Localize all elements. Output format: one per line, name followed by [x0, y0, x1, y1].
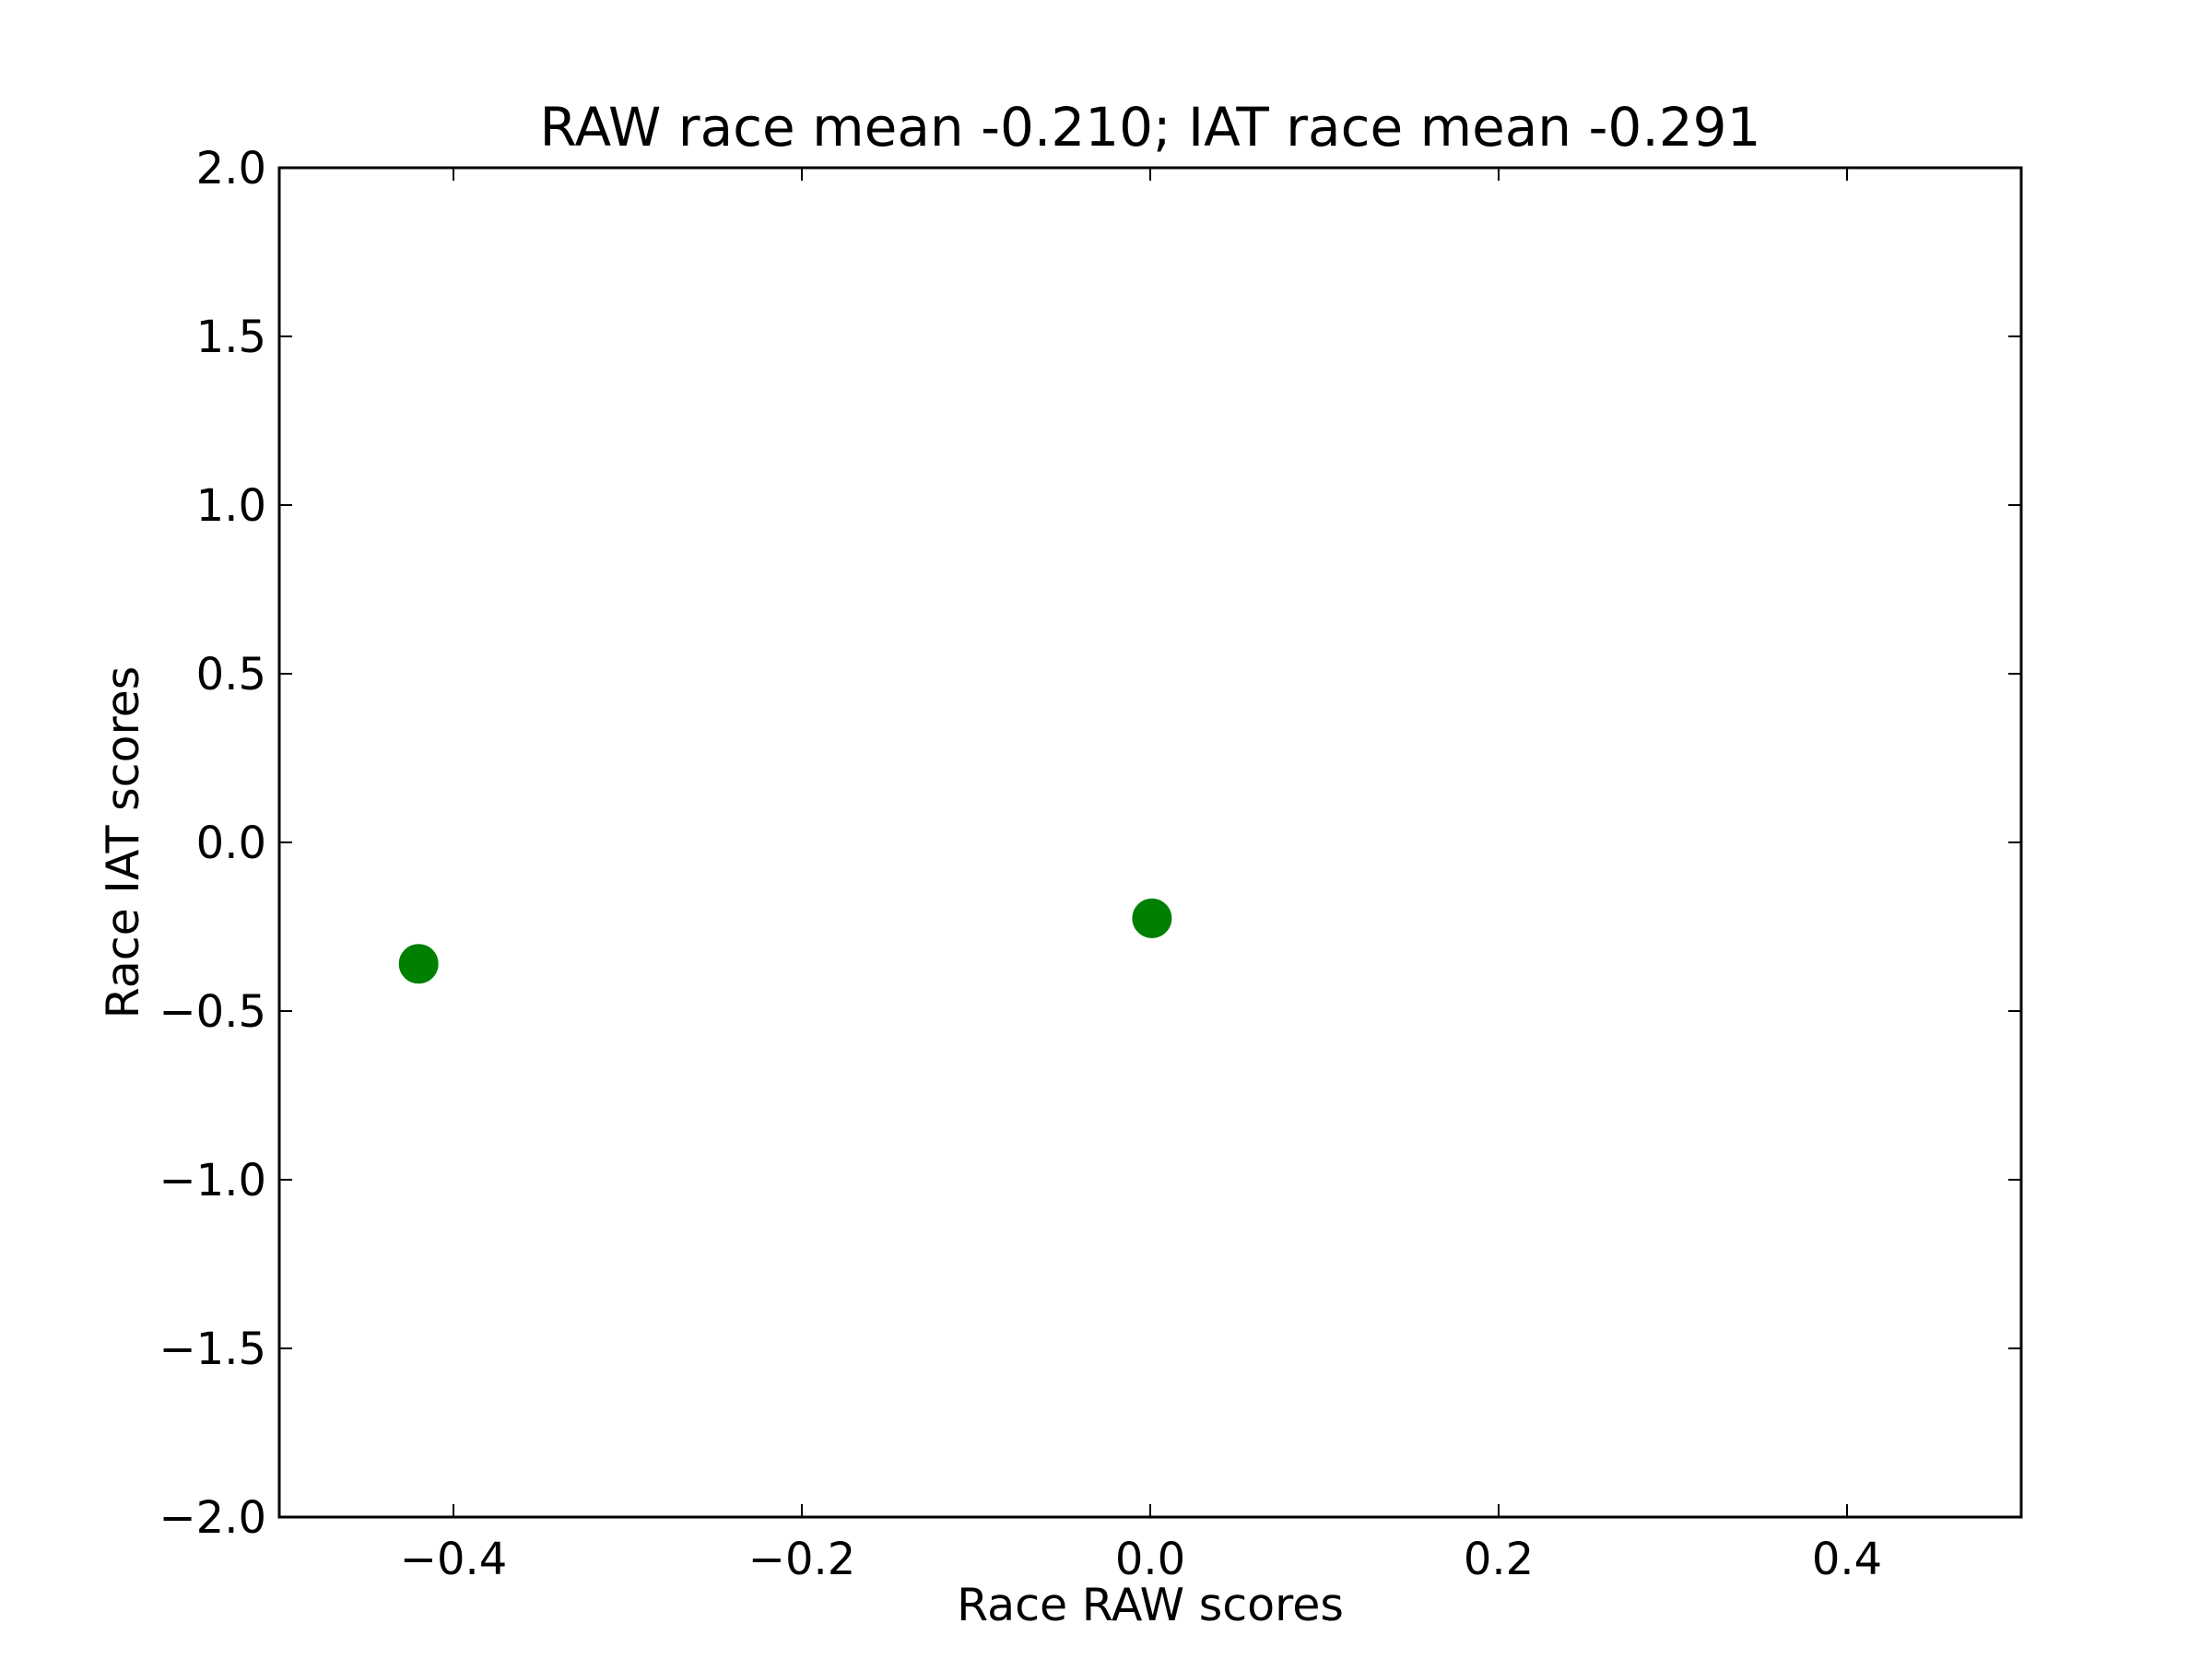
y-axis-label: Race IAT scores — [97, 666, 149, 1019]
data-points — [398, 898, 1172, 984]
y-tick-label: −1.5 — [159, 1324, 266, 1375]
plot-area — [279, 168, 2021, 1517]
y-tick-label: 0.0 — [196, 818, 266, 869]
x-tick-label: 0.0 — [1115, 1534, 1185, 1585]
y-tick-label: 1.5 — [196, 312, 266, 363]
y-tick-label: −2.0 — [159, 1492, 266, 1544]
x-axis-label: Race RAW scores — [957, 1579, 1344, 1631]
y-tick-label: −0.5 — [159, 986, 266, 1038]
y-tick-label: 0.5 — [196, 649, 266, 700]
chart-title: RAW race mean -0.210; IAT race mean -0.2… — [540, 96, 1761, 159]
y-tick-label: 1.0 — [196, 480, 266, 532]
x-tick-label: 0.4 — [1812, 1534, 1882, 1585]
x-tick-label: −0.2 — [748, 1534, 856, 1585]
plot-frame — [277, 166, 2023, 1519]
x-tick-label: 0.2 — [1464, 1534, 1534, 1585]
y-tick-label: −1.0 — [159, 1155, 266, 1206]
ticks-layer: −0.4 −0.2 0.0 0.2 0.4 −2.0 −1.5 −1.0 −0.5 0.0 0.5 1… — [159, 143, 2021, 1585]
y-tick-label: 2.0 — [196, 143, 266, 194]
x-tick-label: −0.4 — [400, 1534, 508, 1585]
data-point — [398, 944, 439, 984]
data-point — [1132, 898, 1172, 938]
